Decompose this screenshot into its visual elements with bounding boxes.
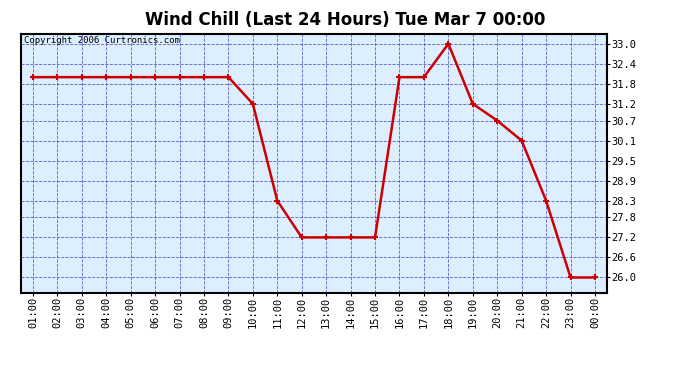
Text: Wind Chill (Last 24 Hours) Tue Mar 7 00:00: Wind Chill (Last 24 Hours) Tue Mar 7 00:… [145, 11, 545, 29]
Text: Copyright 2006 Curtronics.com: Copyright 2006 Curtronics.com [23, 36, 179, 45]
